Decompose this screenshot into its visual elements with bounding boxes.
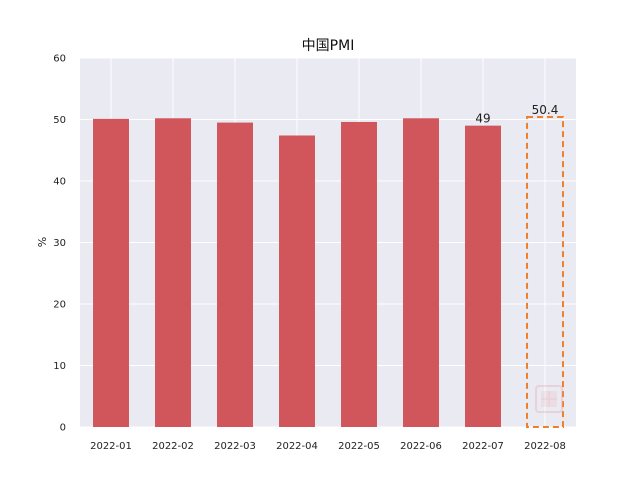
x-tick-label: 2022-05 (338, 441, 380, 452)
x-tick-label: 2022-07 (462, 441, 504, 452)
y-axis-label: % (36, 237, 49, 247)
y-tick-label: 20 (53, 300, 66, 311)
bar-2022-04 (279, 135, 315, 428)
x-axis-ticks: 2022-01 2022-02 2022-03 2022-04 2022-05 2022-… (90, 441, 566, 452)
bar-2022-05 (341, 121, 377, 428)
y-tick-label: 10 (53, 361, 66, 372)
bar-2022-08-highlight (526, 116, 564, 428)
y-axis-ticks: 0 10 20 30 40 50 60 (53, 54, 66, 434)
chart-title: 中国PMI (302, 38, 355, 54)
y-tick-label: 60 (53, 54, 66, 65)
data-label-2022-08: 50.4 (532, 103, 559, 117)
stamp-watermark-icon (535, 385, 563, 413)
y-tick-label: 50 (53, 115, 66, 126)
x-tick-label: 2022-03 (214, 441, 256, 452)
data-label-2022-07: 49 (475, 112, 490, 126)
x-tick-label: 2022-02 (152, 441, 194, 452)
bars (93, 118, 501, 428)
x-tick-label: 2022-08 (524, 441, 566, 452)
bar-2022-07 (465, 125, 501, 428)
highlight-box (526, 116, 564, 428)
y-tick-label: 0 (60, 423, 66, 434)
x-tick-label: 2022-01 (90, 441, 132, 452)
x-tick-label: 2022-04 (276, 441, 318, 452)
y-tick-label: 40 (53, 177, 66, 188)
bar-2022-02 (155, 118, 191, 428)
bar-2022-03 (217, 122, 253, 427)
bar-2022-01 (93, 118, 129, 427)
bar-2022-06 (403, 118, 439, 428)
x-tick-label: 2022-06 (400, 441, 442, 452)
data-labels: 49 50.4 (475, 103, 558, 126)
y-tick-label: 30 (53, 238, 66, 249)
